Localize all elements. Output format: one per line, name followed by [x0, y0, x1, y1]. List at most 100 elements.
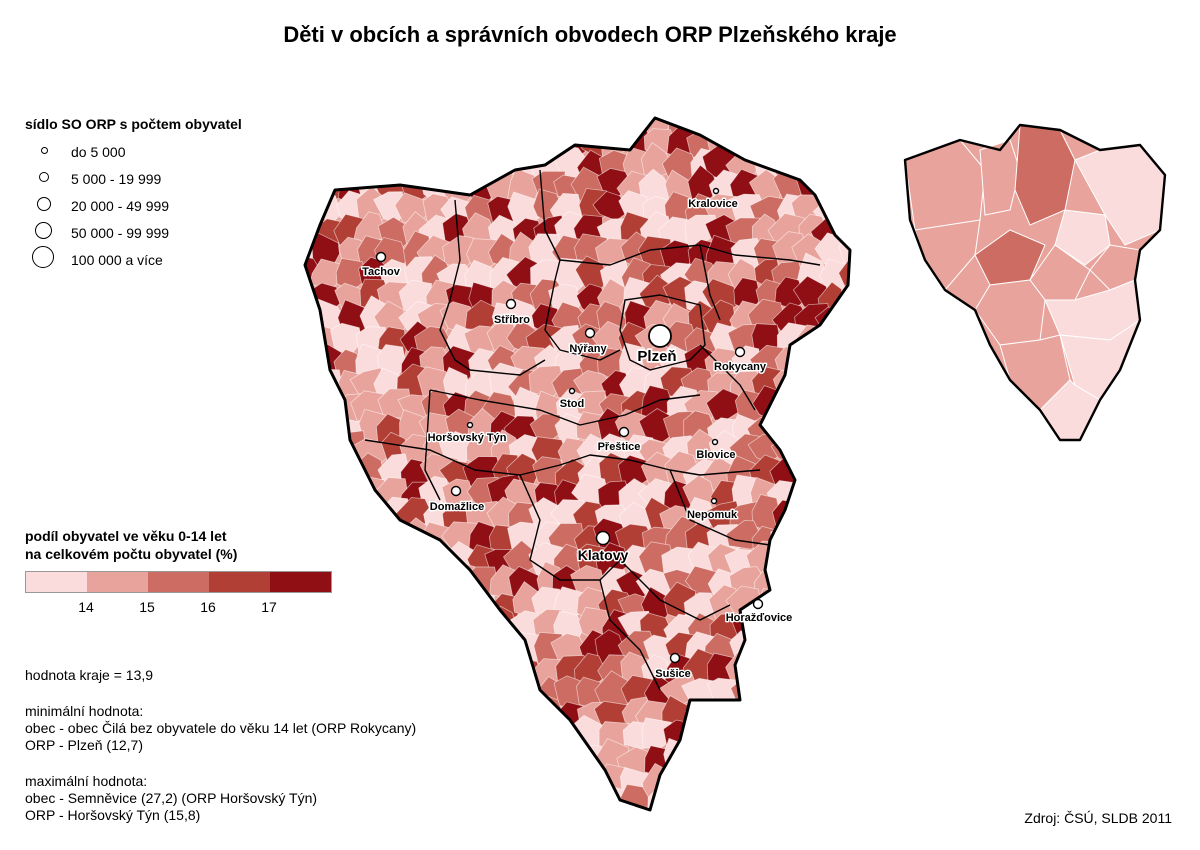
minimum-heading: minimální hodnota:: [25, 703, 144, 719]
source-note: Zdroj: ČSÚ, SLDB 2011: [1024, 810, 1172, 826]
municipality-area: [836, 192, 850, 226]
municipality-area: [813, 564, 850, 600]
municipality-area: [305, 305, 323, 341]
municipality-area: [750, 789, 787, 810]
municipality-area: [794, 715, 826, 750]
municipality-area: [777, 384, 810, 422]
municipality-area: [728, 699, 762, 731]
municipality-area: [509, 742, 540, 773]
municipality-area: [796, 499, 832, 531]
municipality-area: [768, 781, 807, 810]
municipality-area: [486, 784, 528, 810]
municipality-area: [601, 806, 633, 810]
municipality-area: [705, 779, 744, 810]
municipality-area: [398, 152, 434, 187]
municipality-area: [374, 610, 413, 644]
municipality-area: [750, 763, 785, 799]
municipality-area: [595, 118, 634, 140]
scale-tick: 17: [261, 599, 277, 615]
municipality-area: [334, 522, 366, 556]
municipality-area: [398, 544, 433, 577]
municipality-area: [688, 788, 722, 810]
municipality-area: [376, 787, 408, 810]
municipality-area: [305, 653, 329, 683]
municipality-area: [511, 724, 545, 758]
municipality-area: [463, 723, 499, 759]
city-label: Blovice: [696, 449, 735, 461]
scale-box-5: [270, 572, 331, 592]
municipality-area: [419, 584, 454, 619]
municipality-area: [508, 763, 543, 794]
municipality-area: [375, 546, 414, 577]
municipality-area: [420, 142, 456, 182]
municipality-area: [815, 501, 849, 534]
municipality-area: [348, 497, 390, 537]
municipality-area: [442, 790, 478, 810]
municipality-area: [379, 629, 411, 668]
municipality-area: [448, 655, 479, 692]
municipality-area: [445, 150, 477, 185]
scale-tick: 16: [200, 599, 216, 615]
municipality-area: [332, 545, 370, 581]
municipality-area: [371, 568, 414, 606]
municipality-area: [754, 696, 786, 735]
municipality-area: [841, 768, 850, 801]
municipality-area: [402, 630, 435, 667]
municipality-area: [791, 545, 828, 577]
seat-legend-label: 5 000 - 19 999: [71, 171, 162, 187]
municipality-area: [793, 437, 826, 467]
seat-legend-title: sídlo SO ORP s počtem obyvatel: [25, 116, 242, 132]
city-label: Rokycany: [714, 361, 767, 373]
city-marker: [648, 324, 672, 348]
municipality-area: [750, 635, 784, 667]
municipality-area: [308, 478, 348, 514]
municipality-area: [792, 127, 826, 159]
municipality-area: [836, 387, 850, 425]
municipality-area: [421, 122, 459, 156]
municipality-area: [423, 807, 457, 810]
municipality-area: [485, 767, 521, 803]
municipality-area: [797, 478, 833, 510]
municipality-area: [552, 118, 586, 136]
city-label: Přeštice: [598, 441, 641, 453]
minimum-orp: ORP - Plzeň (12,7): [25, 737, 144, 753]
municipality-area: [664, 763, 695, 802]
municipality-area: [837, 678, 850, 710]
municipality-area: [378, 522, 410, 553]
municipality-area: [438, 128, 479, 161]
municipality-area: [821, 123, 850, 160]
city-marker: [450, 485, 462, 497]
maximum-municipality: obec - Semněvice (27,2) (ORP Horšovský T…: [25, 790, 318, 806]
maximum-orp: ORP - Horšovský Týn (15,8): [25, 807, 201, 823]
city-marker: [466, 421, 474, 429]
share-legend-title-line1: podíl obyvatel ve věku 0-14 let: [25, 528, 227, 544]
municipality-area: [790, 788, 829, 810]
municipality-area: [439, 612, 477, 642]
municipality-area: [305, 365, 330, 401]
municipality-area: [402, 807, 437, 810]
municipality-area: [817, 608, 850, 643]
municipality-area: [311, 501, 345, 529]
municipality-area: [841, 479, 850, 512]
municipality-area: [443, 118, 476, 139]
municipality-area: [822, 673, 850, 710]
municipality-area: [709, 745, 742, 779]
municipality-area: [790, 367, 828, 397]
city-label: Kralovice: [688, 198, 738, 210]
city-marker: [584, 327, 596, 339]
municipality-area: [305, 415, 321, 443]
city-marker: [712, 187, 720, 195]
municipality-area: [305, 169, 323, 203]
municipality-area: [841, 740, 850, 775]
municipality-area: [312, 409, 348, 449]
municipality-area: [795, 605, 828, 643]
municipality-area: [789, 349, 824, 383]
city-label: Klatovy: [578, 547, 629, 563]
municipality-area: [437, 715, 478, 753]
municipality-area: [330, 118, 373, 135]
municipality-area: [305, 456, 324, 492]
municipality-area: [486, 743, 519, 774]
municipality-area: [305, 129, 324, 161]
municipality-area: [378, 147, 410, 178]
municipality-area: [641, 717, 672, 749]
